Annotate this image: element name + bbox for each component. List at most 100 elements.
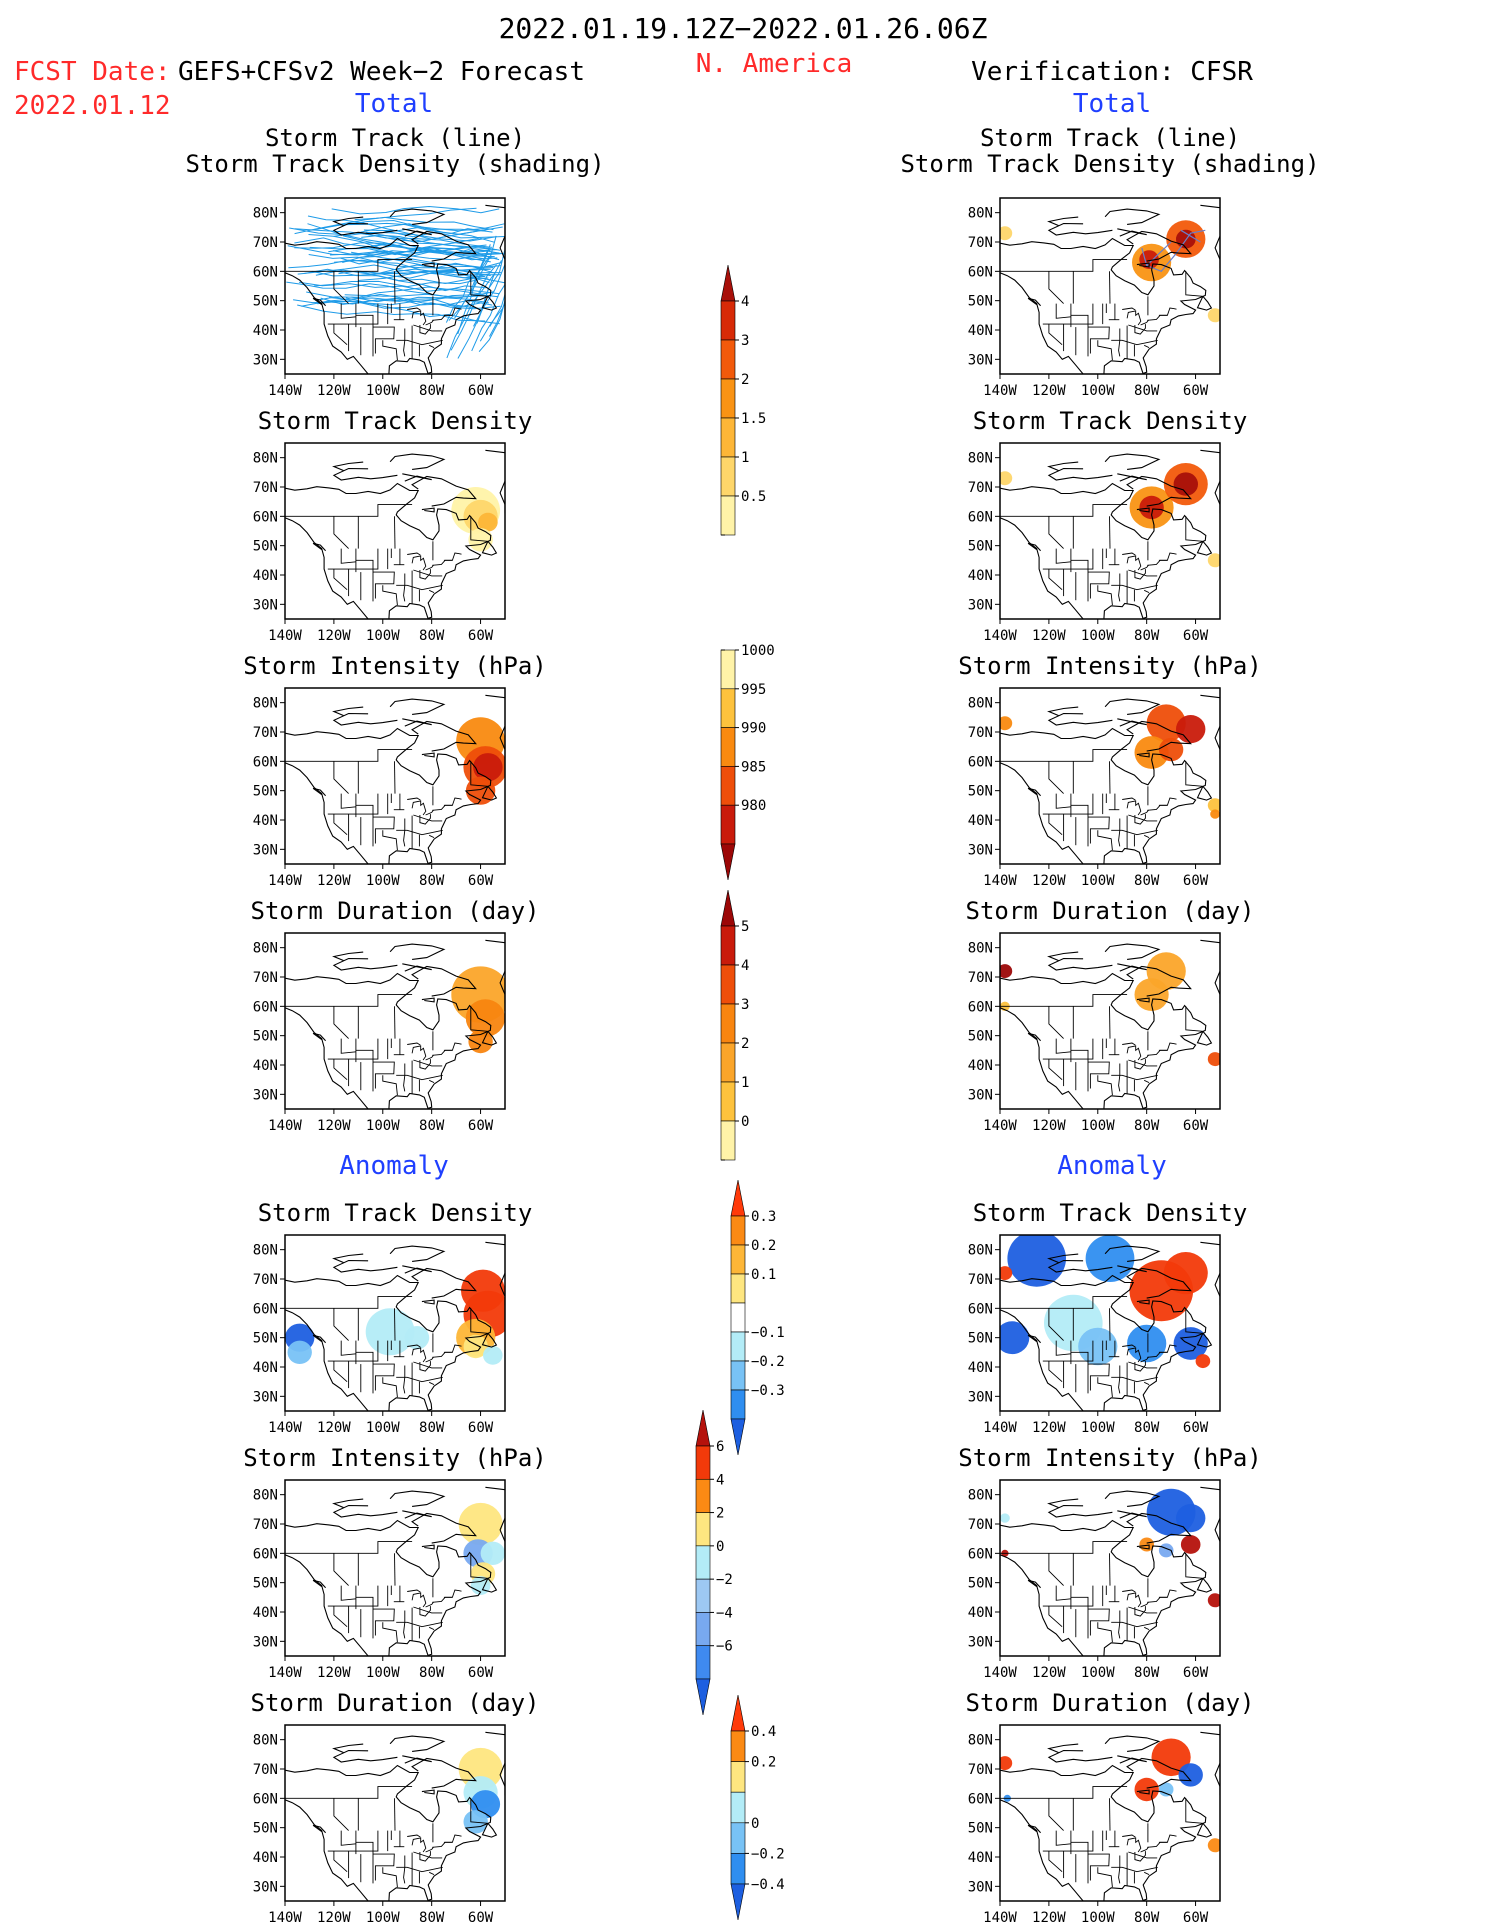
- colorbar-cell: [730, 1389, 746, 1420]
- coastline: [285, 1764, 492, 1901]
- state-border: [1122, 1042, 1136, 1046]
- lat-tick-label: 30N: [968, 352, 993, 368]
- coastline: [481, 1332, 498, 1348]
- lon-tick-label: 140W: [983, 1665, 1017, 1681]
- coastline: [1000, 1274, 1207, 1411]
- map-frame: [284, 197, 506, 375]
- state-border: [333, 814, 348, 836]
- coastline: [1104, 1490, 1161, 1507]
- coastline: [481, 540, 498, 556]
- state-border: [1128, 1059, 1158, 1067]
- lat-tick-label: 50N: [968, 1821, 993, 1837]
- state-border: [1048, 1553, 1064, 1586]
- coastline: [1117, 1265, 1147, 1274]
- coastline: [332, 706, 364, 717]
- coastline: [402, 228, 432, 237]
- state-border: [285, 504, 413, 517]
- storm-track-line: [454, 235, 497, 319]
- state-border: [429, 1381, 435, 1386]
- map-outline: [1000, 449, 1220, 619]
- lon-tick-label: 120W: [317, 873, 351, 889]
- verification-label: Verification: CFSR: [971, 57, 1253, 87]
- lat-tick-label: 30N: [253, 1087, 278, 1103]
- state-border: [340, 1830, 356, 1846]
- coastline: [1117, 228, 1147, 237]
- storm-track-line: [322, 222, 493, 235]
- state-border: [1122, 1834, 1136, 1838]
- coastline: [421, 507, 435, 513]
- colorbar-cell: [720, 378, 736, 419]
- coastline: [285, 1519, 492, 1656]
- shading-cell: [465, 999, 505, 1037]
- state-border: [419, 324, 431, 335]
- state-border: [1088, 1608, 1110, 1636]
- lat-tick-label: 30N: [253, 1389, 278, 1405]
- state-border: [1128, 324, 1158, 332]
- shading-cell: [1210, 809, 1220, 819]
- state-border: [340, 1038, 356, 1054]
- state-border: [1048, 1059, 1063, 1081]
- state-border: [1122, 552, 1136, 556]
- state-border: [1134, 1361, 1146, 1372]
- state-border: [1055, 1830, 1071, 1846]
- state-border: [1097, 1867, 1113, 1888]
- colorbar-label: −0.2: [751, 1354, 785, 1370]
- storm-track-line: [315, 286, 483, 301]
- state-border: [413, 1361, 443, 1369]
- state-border: [1118, 1063, 1121, 1092]
- state-border: [411, 1045, 427, 1061]
- state-border: [407, 797, 421, 801]
- lat-tick-label: 70N: [253, 1517, 278, 1533]
- state-border: [470, 1308, 488, 1334]
- colorbar-label: 0.3: [751, 1209, 776, 1225]
- storm-track-line: [297, 304, 486, 322]
- coastline: [1104, 208, 1161, 225]
- coastline: [1027, 542, 1042, 552]
- map-frame: [284, 687, 506, 865]
- state-border: [1000, 1296, 1128, 1309]
- state-border: [340, 1340, 356, 1356]
- state-border: [1048, 1308, 1064, 1341]
- lat-tick-label: 80N: [968, 451, 993, 467]
- lon-tick-label: 60W: [1183, 1910, 1209, 1925]
- coastline: [1104, 1245, 1161, 1262]
- state-border: [285, 1786, 413, 1799]
- lat-tick-label: 70N: [968, 480, 993, 496]
- coastline: [1126, 965, 1192, 997]
- lon-tick-label: 100W: [1081, 1665, 1115, 1681]
- state-border: [1144, 344, 1150, 349]
- storm-track-line: [301, 293, 493, 307]
- shading-cell: [1176, 1504, 1206, 1533]
- coastline: [285, 517, 369, 619]
- state-border: [1097, 830, 1113, 851]
- state-border: [1128, 1851, 1158, 1859]
- lon-tick-label: 80W: [1134, 1420, 1160, 1436]
- colorbar-label: 0.2: [751, 1755, 776, 1771]
- storm-track-line: [476, 248, 505, 324]
- lon-tick-label: 100W: [1081, 628, 1115, 644]
- lat-tick-label: 80N: [253, 1733, 278, 1749]
- coastline: [1047, 1743, 1079, 1754]
- lon-tick-label: 100W: [1081, 383, 1115, 399]
- lat-tick-label: 60N: [253, 509, 278, 525]
- state-border: [419, 1361, 431, 1372]
- lon-tick-label: 60W: [468, 1118, 494, 1134]
- lon-tick-label: 80W: [419, 628, 445, 644]
- lon-tick-label: 60W: [1183, 1665, 1209, 1681]
- colorbar-label: −0.3: [751, 1383, 785, 1399]
- state-border: [1088, 571, 1110, 599]
- panels: Storm Track (line)Storm Track Density (s…: [185, 124, 1319, 1926]
- coastline: [1000, 237, 1207, 374]
- lon-tick-label: 140W: [983, 1910, 1017, 1925]
- coastline: [312, 787, 327, 797]
- right-panel-1: Storm Track Density 80N 70N 60N 50N 40N 30N 140…: [968, 407, 1248, 644]
- lon-tick-label: 140W: [983, 1118, 1017, 1134]
- coastline: [481, 1030, 498, 1046]
- lon-tick-label: 80W: [1134, 1910, 1160, 1925]
- colorbar-arrow: [720, 843, 736, 881]
- lat-tick-label: 60N: [968, 1546, 993, 1562]
- shading-cell: [1134, 736, 1169, 769]
- coastline: [1047, 1749, 1113, 1763]
- state-border: [394, 1006, 396, 1039]
- coastline: [1104, 1735, 1161, 1752]
